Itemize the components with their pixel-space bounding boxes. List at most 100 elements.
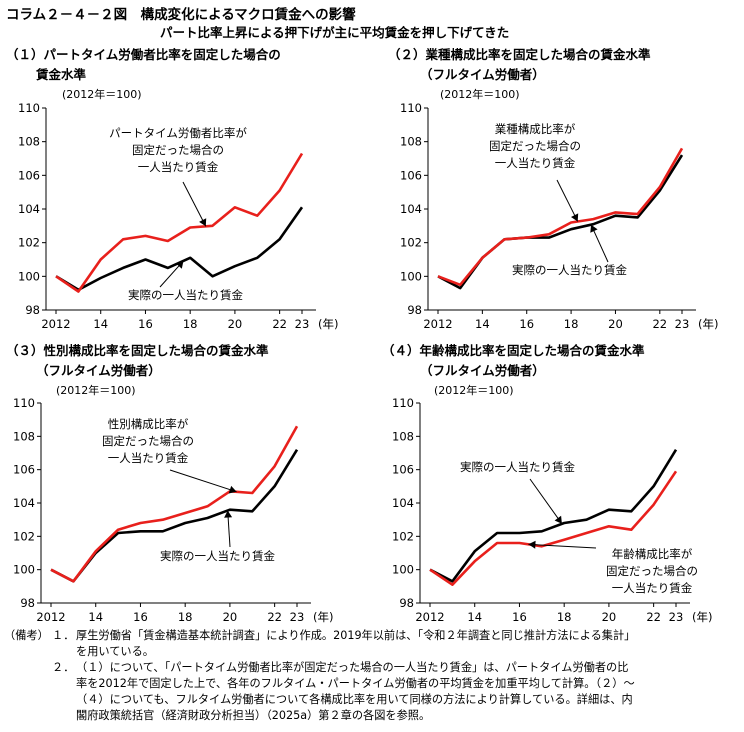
note-2-number: ２．	[52, 661, 75, 674]
chart-2: 98 100 102 104 106 108 110 2012 14 16 18 20 22 23 (年) 業…	[400, 101, 718, 331]
x-tick-label: 22	[267, 610, 282, 624]
y-tick-label: 98	[25, 303, 40, 317]
annotation-arrowhead	[528, 540, 536, 549]
y-tick-label: 108	[18, 135, 40, 149]
panel-3-title: （３）性別構成比率を固定した場合の賃金水準	[6, 343, 269, 358]
note-1-line-1: 厚生労働省「賃金構造基本統計調査」により作成。2019年以前は、「令和２年調査と…	[76, 629, 636, 642]
annotation-label: 実際の一人当たり賃金	[512, 263, 627, 277]
panel-4-title: （４）年齢構成比率を固定した場合の賃金水準	[382, 343, 645, 358]
annotation-label: 実際の一人当たり賃金	[160, 549, 275, 563]
annotation-label: パートタイム労働者比率が固定だった場合の一人当たり賃金	[109, 126, 247, 174]
annotation-arrow	[529, 478, 563, 525]
panel-2-title: （２）業種構成比率を固定した場合の賃金水準	[388, 47, 651, 62]
x-axis-unit: (年)	[692, 610, 712, 624]
x-tick-label: 23	[290, 610, 305, 624]
annotation-label: 実際の一人当たり賃金	[128, 288, 243, 302]
y-tick-label: 106	[13, 463, 35, 477]
panel-2-title-line2: （フルタイム労働者）	[420, 67, 545, 82]
annotation-arrowhead	[228, 485, 237, 494]
x-tick-label: 18	[564, 317, 579, 331]
x-tick-label: 22	[272, 317, 287, 331]
note-1-number: １．	[52, 629, 75, 642]
y-tick-label: 108	[13, 429, 35, 443]
y-tick-label: 104	[13, 496, 35, 510]
x-tick-label: 20	[228, 317, 243, 331]
chart-3: 98 100 102 104 106 108 110 2012 14 16 18 20 22 23 (年) 性…	[13, 396, 333, 624]
annotation-label: 性別構成比率が固定だった場合の一人当たり賃金	[102, 417, 194, 465]
y-tick-label: 100	[18, 269, 40, 283]
annotation-arrow	[182, 181, 207, 227]
note-2-line-2: 率を2012年で固定した上で、各年のフルタイム・パートタイム労働者の平均賃金を加…	[76, 677, 635, 690]
annotation-arrow	[169, 469, 237, 493]
series-fixed-line	[55, 152, 304, 293]
x-tick-label: 23	[295, 317, 310, 331]
x-tick-label: 2012	[41, 317, 70, 331]
y-tick-label: 108	[400, 135, 422, 149]
y-tick-label: 100	[400, 269, 422, 283]
x-tick-label: 2012	[423, 317, 452, 331]
x-tick-label: 14	[88, 610, 103, 624]
annotation-arrow	[528, 543, 597, 549]
y-tick-label: 104	[392, 496, 414, 510]
y-tick-label: 110	[400, 101, 422, 115]
x-tick-label: 14	[467, 610, 482, 624]
note-2-line-3: （４）についても、フルタイム労働者について各構成比率を用いて同様の方法により計算…	[76, 693, 633, 706]
y-tick-label: 104	[400, 202, 422, 216]
x-tick-label: 14	[93, 317, 108, 331]
series-fixed-line	[437, 147, 684, 287]
series-fixed-line	[429, 470, 678, 587]
note-1-line-2: を用いている。	[76, 645, 154, 658]
annotation-arrowhead	[175, 260, 184, 269]
note-2-line-1: （１）について、「パートタイム労働者比率が固定だった場合の一人当たり賃金」は、パ…	[76, 661, 629, 674]
x-axis-unit: (年)	[318, 317, 338, 331]
y-tick-label: 102	[18, 236, 40, 250]
x-tick-label: 16	[519, 317, 534, 331]
y-tick-label: 106	[392, 463, 414, 477]
panel-1-title-line2: 賃金水準	[36, 67, 87, 82]
y-tick-label: 98	[399, 596, 414, 610]
y-tick-label: 110	[13, 396, 35, 410]
x-tick-label: 20	[608, 317, 623, 331]
y-tick-label: 102	[13, 529, 35, 543]
x-tick-label: 18	[183, 317, 198, 331]
annotation-arrow	[556, 179, 579, 222]
panel-4-title-line2: （フルタイム労働者）	[420, 363, 545, 378]
x-tick-label: 20	[223, 610, 238, 624]
x-tick-label: 18	[178, 610, 193, 624]
x-tick-label: 16	[512, 610, 527, 624]
x-tick-label: 2012	[415, 610, 444, 624]
panel-4-unit: (2012年＝100)	[434, 384, 514, 397]
y-tick-label: 100	[13, 563, 35, 577]
y-tick-label: 104	[18, 202, 40, 216]
annotation-label: 年齢構成比率が固定だった場合の一人当たり賃金	[606, 547, 698, 595]
y-tick-label: 100	[392, 563, 414, 577]
note-2-line-4: 閣府政策統括官（経済財政分析担当）（2025a）第２章の各図を参照。	[76, 709, 431, 722]
x-tick-label: 2012	[36, 610, 65, 624]
y-tick-label: 106	[400, 168, 422, 182]
annotation-arrowhead	[554, 515, 562, 524]
y-tick-label: 106	[18, 168, 40, 182]
panel-1-title: （１）パートタイム労働者比率を固定した場合の	[6, 47, 281, 62]
panel-1-unit: (2012年＝100)	[62, 88, 142, 101]
y-tick-label: 102	[400, 236, 422, 250]
annotation-label: 実際の一人当たり賃金	[460, 460, 575, 474]
x-tick-label: 18	[557, 610, 572, 624]
y-tick-label: 98	[407, 303, 422, 317]
figure-subtitle: パート比率上昇による押下げが主に平均賃金を押し下げてきた	[160, 25, 510, 40]
panel-3-title-line2: （フルタイム労働者）	[36, 363, 161, 378]
annotation-arrowhead	[199, 218, 207, 227]
chart-4: 98 100 102 104 106 108 110 2012 14 16 18 20 22 23 (年) 実…	[392, 396, 712, 624]
x-tick-label: 16	[138, 317, 153, 331]
notes-label: （備考）	[4, 629, 49, 642]
annotation-arrowhead	[224, 510, 233, 518]
y-tick-label: 98	[20, 596, 35, 610]
x-tick-label: 22	[646, 610, 661, 624]
panel-3-unit: (2012年＝100)	[56, 384, 136, 397]
series-fixed-line	[50, 425, 299, 583]
x-tick-label: 20	[602, 610, 617, 624]
x-tick-label: 22	[652, 317, 667, 331]
x-axis-unit: (年)	[698, 317, 718, 331]
x-axis-unit: (年)	[313, 610, 333, 624]
series-actual-line	[55, 206, 304, 292]
